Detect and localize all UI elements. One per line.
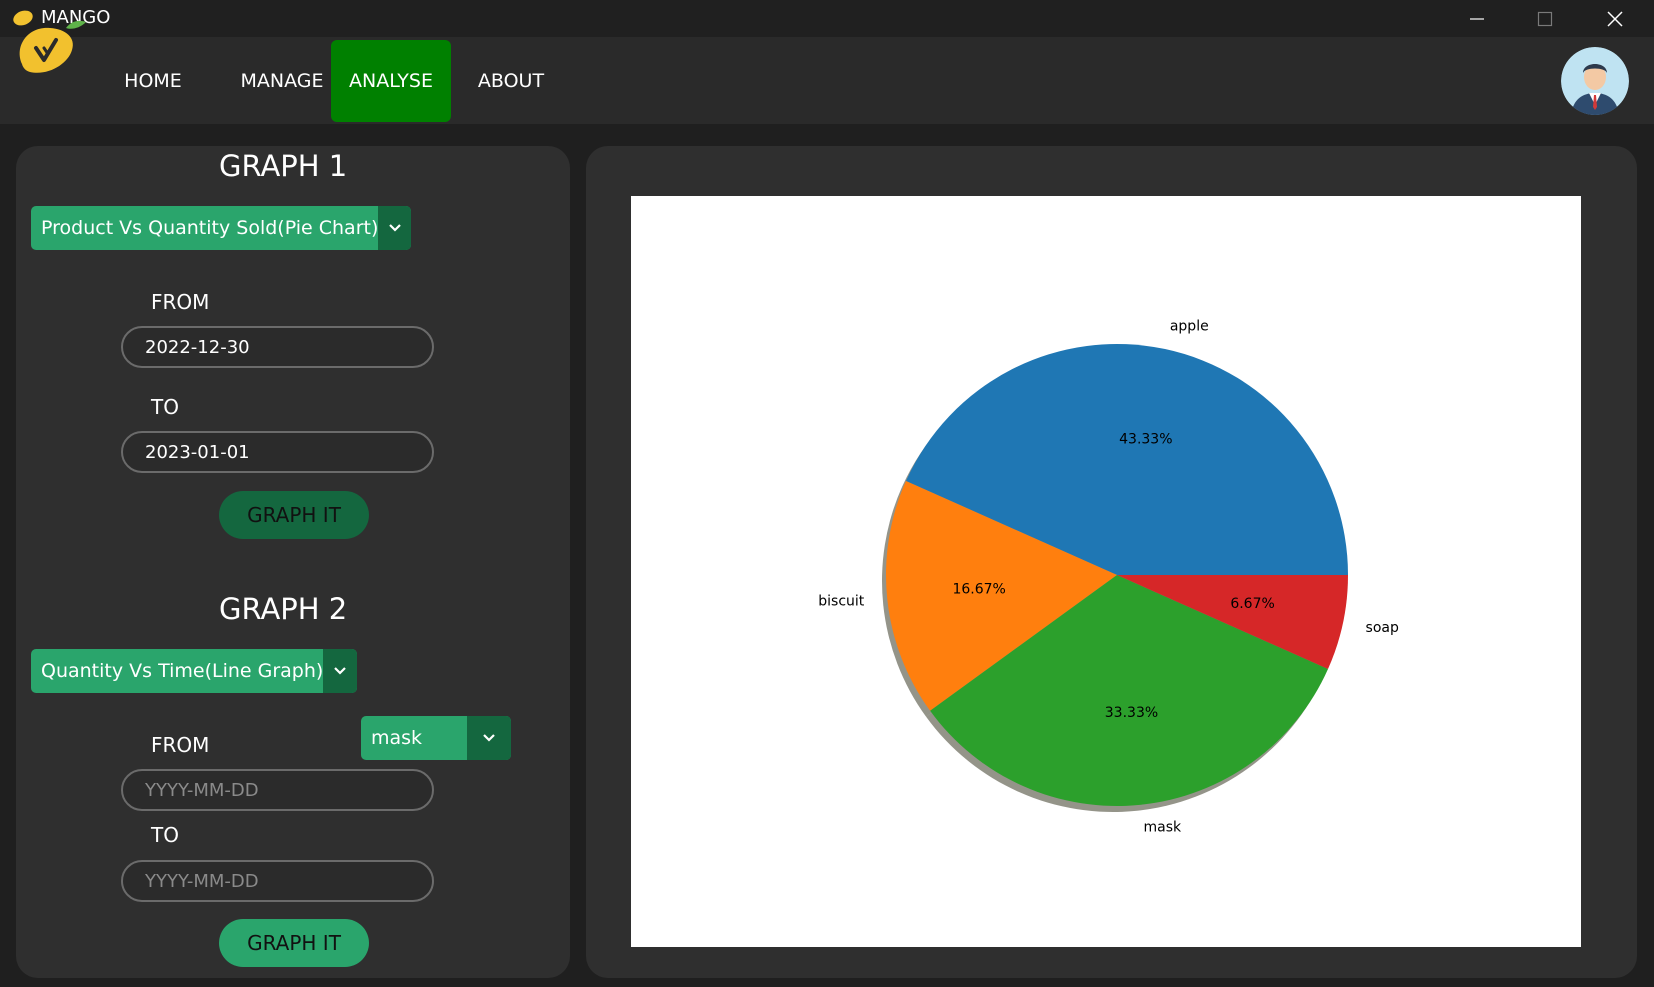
graph1-from-label: FROM	[151, 290, 210, 314]
nav-about[interactable]: ABOUT	[477, 70, 545, 92]
pie-chart: 43.33% apple 16.67% biscuit 33.33% mask 6.67% s…	[818, 318, 1399, 835]
controls-panel	[16, 146, 570, 978]
graph1-to-label: TO	[151, 395, 179, 419]
graph1-heading: GRAPH 1	[219, 149, 348, 183]
chevron-down-icon	[334, 667, 346, 675]
pie-pct-label-biscuit: 16.67%	[952, 581, 1005, 597]
close-icon	[1607, 10, 1623, 27]
nav-home[interactable]: HOME	[124, 70, 182, 92]
mango-app-icon	[13, 10, 33, 26]
window-title: MANGO	[41, 7, 111, 28]
pie-labels: 43.33% apple 16.67% biscuit 33.33% mask 6.67% s…	[818, 318, 1399, 835]
graph2-heading: GRAPH 2	[219, 592, 348, 626]
graph1-from-field[interactable]	[121, 326, 434, 368]
pie-label-apple: apple	[1170, 318, 1209, 334]
graph1-dropdown-arrow[interactable]	[378, 206, 411, 250]
graph2-from-label: FROM	[151, 733, 210, 757]
graph2-product-select[interactable]: mask	[361, 716, 511, 760]
graph1-type-value: Product Vs Quantity Sold(Pie Chart)	[41, 217, 379, 239]
pie-slice-soap	[1117, 575, 1348, 670]
pie-pct-label-apple: 43.33%	[1119, 431, 1172, 447]
graph1-type-select[interactable]: Product Vs Quantity Sold(Pie Chart)	[31, 206, 411, 250]
close-button[interactable]	[1582, 0, 1648, 37]
chevron-down-icon	[388, 224, 401, 232]
graph2-from-field[interactable]	[121, 769, 434, 811]
graph1-to-field[interactable]	[121, 431, 434, 473]
nav-analyse[interactable]: ANALYSE	[331, 40, 451, 122]
graph2-type-value: Quantity Vs Time(Line Graph)	[41, 660, 324, 682]
graph2-to-label: TO	[151, 823, 179, 847]
graph2-graph-it-button[interactable]: GRAPH IT	[219, 919, 369, 967]
pie-label-biscuit: biscuit	[818, 594, 865, 610]
minimize-icon	[1470, 17, 1484, 20]
pie-label-soap: soap	[1366, 620, 1399, 636]
pie-slice-mask	[930, 575, 1329, 806]
graph2-to-field[interactable]	[121, 860, 434, 902]
minimize-button[interactable]	[1444, 0, 1510, 37]
graph2-product-dropdown-arrow[interactable]	[467, 716, 511, 760]
graph1-graph-it-button[interactable]: GRAPH IT	[219, 491, 369, 539]
nav-bar	[0, 37, 1654, 124]
graph2-type-select[interactable]: Quantity Vs Time(Line Graph)	[31, 649, 357, 693]
pie-slice-apple	[905, 344, 1348, 575]
nav-manage[interactable]: MANAGE	[240, 70, 324, 92]
title-bar: MANGO	[0, 0, 1654, 37]
maximize-icon	[1537, 11, 1553, 26]
pie-slices	[886, 344, 1348, 806]
user-avatar-icon	[1561, 47, 1629, 115]
pie-label-mask: mask	[1144, 820, 1183, 836]
mango-logo	[19, 20, 86, 73]
pie-slice-biscuit	[886, 480, 1117, 711]
pie-pct-label-mask: 33.33%	[1105, 705, 1158, 721]
maximize-button[interactable]	[1512, 0, 1578, 37]
pie-pct-label-soap: 6.67%	[1230, 596, 1274, 612]
pie-chart-canvas: 43.33% apple 16.67% biscuit 33.33% mask 6.67% s…	[631, 196, 1581, 947]
user-avatar[interactable]	[1561, 47, 1629, 115]
graph2-product-value: mask	[371, 727, 423, 749]
graph2-dropdown-arrow[interactable]	[323, 649, 357, 693]
chevron-down-icon	[483, 734, 495, 742]
